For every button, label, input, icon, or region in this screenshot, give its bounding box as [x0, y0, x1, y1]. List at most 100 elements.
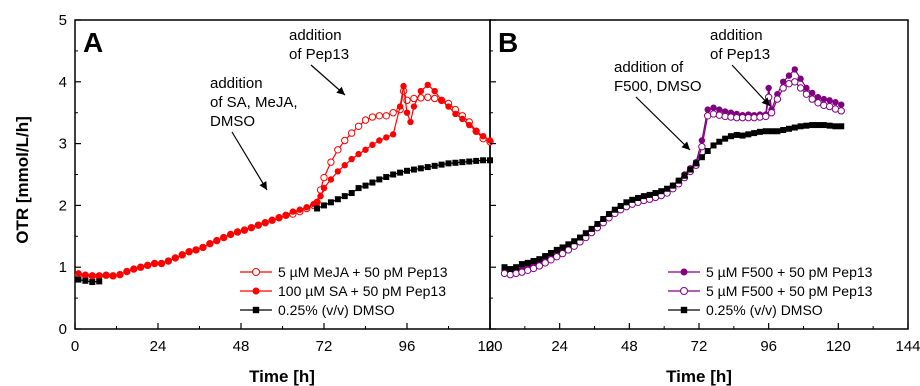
x-tick-label: 0 — [71, 338, 79, 355]
data-point — [780, 127, 787, 134]
data-point — [334, 168, 342, 175]
data-point — [582, 230, 589, 237]
data-point — [837, 107, 845, 115]
data-point — [75, 270, 82, 277]
data-point — [227, 231, 234, 238]
data-point — [347, 129, 356, 137]
data-point — [369, 141, 376, 149]
data-point — [382, 112, 390, 120]
data-point — [727, 133, 734, 140]
data-point — [82, 277, 89, 284]
data-point — [791, 78, 799, 86]
data-point — [506, 270, 515, 279]
legend-entry: 5 µM MeJA + 50 pM Pep13 — [278, 264, 448, 280]
data-point — [410, 103, 418, 110]
data-point — [89, 272, 96, 280]
x-tick-label: 120 — [477, 338, 502, 355]
annotation-text: of SA, MeJA, — [210, 94, 298, 111]
data-point — [588, 225, 595, 232]
data-point — [501, 264, 508, 271]
data-point — [658, 188, 665, 195]
data-point — [715, 111, 724, 119]
data-point — [96, 278, 103, 285]
data-point — [785, 72, 793, 79]
data-point — [500, 269, 509, 278]
data-point — [252, 306, 260, 314]
panel-b-label: B — [498, 27, 518, 58]
data-point — [185, 248, 193, 255]
data-point — [774, 128, 781, 135]
data-point — [354, 122, 363, 130]
data-point — [721, 108, 729, 115]
x-tick-label: 24 — [551, 338, 568, 355]
data-point — [635, 194, 642, 201]
data-point — [564, 246, 573, 254]
y-axis-title: OTR [mmol/L/h] — [13, 116, 32, 243]
data-point — [541, 259, 549, 267]
data-point — [664, 185, 671, 192]
data-point — [803, 84, 810, 92]
data-point — [530, 258, 537, 265]
data-point — [275, 214, 283, 221]
data-point — [314, 205, 321, 212]
data-point — [262, 219, 269, 226]
data-point — [698, 154, 705, 161]
data-point — [151, 260, 158, 267]
data-point — [797, 123, 804, 130]
data-point — [838, 123, 845, 130]
data-point — [317, 192, 324, 200]
data-point — [361, 116, 370, 124]
data-point — [820, 95, 828, 103]
legend-entry: 100 µM SA + 50 pM Pep13 — [278, 283, 446, 299]
data-point — [334, 196, 341, 203]
data-point — [459, 159, 466, 166]
annotation-text: addition of — [614, 59, 684, 76]
data-point — [797, 75, 804, 82]
series-0 — [74, 87, 494, 280]
data-point — [767, 109, 776, 117]
data-point — [693, 160, 700, 167]
data-point — [234, 228, 241, 236]
data-point — [698, 142, 706, 151]
data-point — [369, 179, 376, 186]
data-point — [820, 122, 827, 129]
data-point — [594, 220, 601, 227]
data-point — [814, 94, 822, 101]
series-line — [78, 84, 491, 277]
data-point — [348, 190, 355, 197]
data-point — [512, 269, 520, 278]
panel-a-label: A — [83, 27, 103, 58]
data-point — [396, 103, 404, 110]
data-point — [313, 199, 321, 206]
annotation: addition of SA, MeJA, DMSO — [210, 75, 298, 191]
data-point — [438, 161, 445, 168]
data-point — [785, 125, 792, 132]
data-point — [710, 104, 717, 111]
annotation-text: addition — [289, 27, 342, 44]
data-point — [751, 130, 758, 137]
annotation-text: DMSO — [210, 113, 255, 130]
data-point — [248, 224, 255, 231]
data-point — [640, 193, 647, 200]
data-point — [383, 173, 390, 180]
annotation-arrowhead — [336, 86, 345, 95]
data-point — [486, 137, 494, 144]
annotation-arrowhead — [259, 181, 267, 190]
data-point — [779, 84, 787, 92]
data-point — [327, 199, 334, 206]
panel-a-x-axis-title: Time [h] — [249, 367, 315, 386]
data-point — [733, 131, 740, 138]
data-point — [513, 264, 520, 271]
data-point — [623, 199, 630, 206]
data-point — [417, 87, 425, 95]
data-point — [629, 196, 636, 203]
annotation: addition of Pep13 — [289, 27, 349, 96]
series-2 — [501, 122, 845, 273]
data-point — [438, 97, 445, 104]
data-point — [704, 106, 711, 113]
data-point — [487, 157, 493, 164]
data-point — [716, 138, 723, 145]
data-point — [255, 221, 262, 229]
